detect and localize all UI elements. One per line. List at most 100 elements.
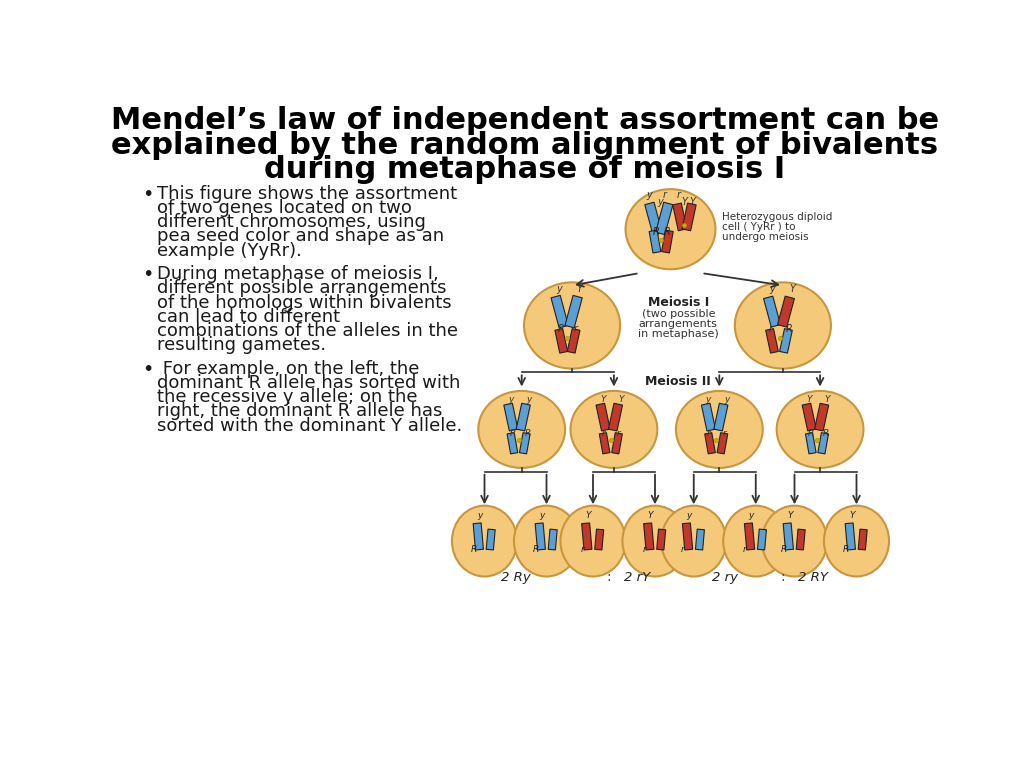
FancyBboxPatch shape	[777, 296, 795, 327]
FancyBboxPatch shape	[705, 432, 716, 454]
Text: Y: Y	[586, 511, 591, 520]
FancyBboxPatch shape	[802, 403, 816, 431]
FancyBboxPatch shape	[582, 523, 592, 550]
Text: R: R	[653, 227, 659, 237]
Text: •: •	[142, 184, 154, 204]
Text: y: y	[749, 511, 754, 520]
FancyBboxPatch shape	[701, 403, 716, 431]
FancyBboxPatch shape	[536, 523, 546, 550]
FancyBboxPatch shape	[595, 529, 604, 550]
FancyBboxPatch shape	[486, 529, 496, 550]
FancyBboxPatch shape	[611, 432, 623, 454]
FancyBboxPatch shape	[567, 329, 580, 353]
FancyBboxPatch shape	[608, 403, 623, 431]
Text: y: y	[706, 395, 711, 404]
Text: R: R	[532, 545, 539, 554]
Ellipse shape	[762, 505, 827, 577]
FancyBboxPatch shape	[806, 432, 816, 454]
Text: r: r	[573, 323, 578, 333]
FancyBboxPatch shape	[783, 523, 794, 550]
FancyBboxPatch shape	[551, 296, 568, 328]
Text: r: r	[663, 190, 667, 200]
FancyBboxPatch shape	[779, 329, 793, 353]
FancyBboxPatch shape	[858, 529, 867, 550]
Ellipse shape	[524, 283, 621, 369]
FancyBboxPatch shape	[548, 529, 557, 550]
Ellipse shape	[623, 505, 687, 577]
Text: y: y	[724, 395, 729, 404]
Ellipse shape	[723, 505, 788, 577]
Text: R: R	[558, 323, 565, 333]
Ellipse shape	[735, 283, 830, 369]
Text: Meiosis I: Meiosis I	[647, 296, 709, 310]
FancyBboxPatch shape	[815, 403, 828, 431]
Text: R: R	[823, 429, 829, 438]
Ellipse shape	[776, 391, 863, 468]
FancyBboxPatch shape	[764, 296, 780, 327]
Text: R: R	[664, 227, 671, 237]
FancyBboxPatch shape	[596, 403, 610, 431]
FancyBboxPatch shape	[766, 329, 778, 353]
Text: y: y	[508, 395, 513, 404]
Text: y: y	[769, 283, 775, 293]
Ellipse shape	[662, 505, 726, 577]
Text: r: r	[601, 429, 605, 438]
Ellipse shape	[626, 189, 716, 270]
Text: 2 Ry: 2 Ry	[501, 571, 530, 584]
Text: y: y	[686, 511, 692, 520]
Ellipse shape	[570, 391, 657, 468]
Ellipse shape	[676, 391, 763, 468]
Text: resulting gametes.: resulting gametes.	[158, 336, 327, 354]
Text: of the homologs within bivalents: of the homologs within bivalents	[158, 293, 452, 312]
Ellipse shape	[452, 505, 517, 577]
Text: y: y	[557, 283, 562, 293]
Text: r: r	[681, 545, 685, 554]
FancyBboxPatch shape	[695, 529, 705, 550]
Text: different possible arrangements: different possible arrangements	[158, 280, 446, 297]
FancyBboxPatch shape	[473, 523, 483, 550]
FancyBboxPatch shape	[507, 432, 518, 454]
FancyBboxPatch shape	[758, 529, 766, 550]
Text: Y: Y	[600, 395, 605, 404]
Ellipse shape	[478, 391, 565, 468]
Text: Heterozygous diploid: Heterozygous diploid	[722, 212, 833, 222]
FancyBboxPatch shape	[555, 329, 567, 353]
FancyBboxPatch shape	[649, 230, 660, 253]
Text: (two possible: (two possible	[641, 309, 715, 319]
FancyBboxPatch shape	[662, 230, 673, 253]
Text: •: •	[142, 359, 154, 379]
FancyBboxPatch shape	[504, 403, 518, 431]
Text: y: y	[477, 511, 482, 520]
FancyBboxPatch shape	[714, 403, 728, 431]
Text: R: R	[470, 545, 477, 554]
Text: Y: Y	[618, 395, 624, 404]
Text: R: R	[780, 545, 786, 554]
Text: Meiosis II: Meiosis II	[645, 375, 711, 388]
Text: explained by the random alignment of bivalents: explained by the random alignment of biv…	[112, 131, 938, 160]
Text: r: r	[769, 323, 773, 333]
Text: pea seed color and shape as an: pea seed color and shape as an	[158, 227, 444, 245]
Text: y: y	[656, 197, 663, 207]
FancyBboxPatch shape	[645, 202, 663, 235]
FancyBboxPatch shape	[797, 529, 805, 550]
Text: y: y	[526, 395, 531, 404]
Ellipse shape	[824, 505, 889, 577]
Text: r: r	[743, 545, 746, 554]
FancyBboxPatch shape	[644, 523, 654, 550]
Text: Y: Y	[689, 197, 695, 207]
Text: r: r	[707, 429, 711, 438]
Text: r: r	[581, 545, 584, 554]
Text: sorted with the dominant Y allele.: sorted with the dominant Y allele.	[158, 417, 463, 435]
FancyBboxPatch shape	[599, 432, 610, 454]
Text: Y: Y	[681, 197, 687, 207]
Text: Y: Y	[647, 511, 653, 520]
Text: r: r	[617, 429, 621, 438]
FancyBboxPatch shape	[655, 202, 673, 235]
Text: 2 ry: 2 ry	[712, 571, 737, 584]
Text: :: :	[606, 570, 610, 584]
Text: During metaphase of meiosis I,: During metaphase of meiosis I,	[158, 265, 439, 283]
Text: combinations of the alleles in the: combinations of the alleles in the	[158, 322, 459, 340]
Text: during metaphase of meiosis I: during metaphase of meiosis I	[264, 155, 785, 184]
FancyBboxPatch shape	[516, 403, 530, 431]
FancyBboxPatch shape	[656, 529, 666, 550]
